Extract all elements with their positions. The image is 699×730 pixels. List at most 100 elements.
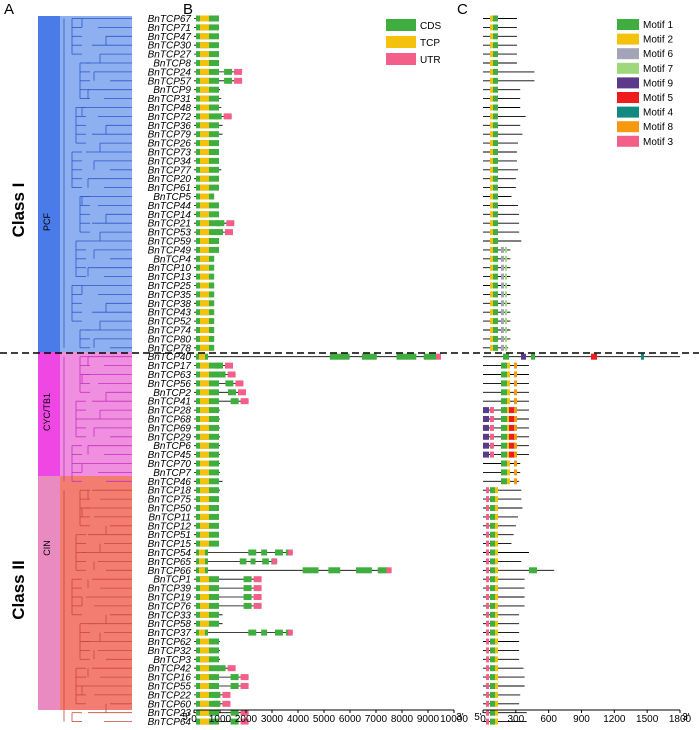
exon-utr xyxy=(238,389,246,396)
motif-block xyxy=(490,718,495,725)
motif-block xyxy=(490,113,493,120)
motif-block xyxy=(490,184,493,191)
motif-block xyxy=(495,665,498,672)
exon-cds xyxy=(225,380,234,387)
motif-block xyxy=(486,674,489,681)
gene-label: BnTCP25 xyxy=(148,281,192,292)
exon-cds xyxy=(302,567,319,574)
tcp-domain xyxy=(200,77,209,84)
motif-block xyxy=(493,166,498,173)
legend-utr-swatch xyxy=(386,53,416,65)
tcp-domain xyxy=(200,478,209,485)
gene-label: BnTCP33 xyxy=(148,610,192,621)
gene-labels: BnTCP67BnTCP71BnTCP47BnTCP30BnTCP27BnTCP… xyxy=(148,14,192,728)
tcp-domain xyxy=(200,309,209,316)
motif-block xyxy=(490,220,493,227)
motif-block xyxy=(490,505,495,511)
motif-block xyxy=(486,709,489,716)
structure-axis-tick-label: 7000 xyxy=(365,714,388,725)
motif-block xyxy=(493,193,498,200)
tcp-domain xyxy=(200,487,209,494)
motif-block xyxy=(514,362,517,369)
motif-block xyxy=(490,567,495,574)
motif-block xyxy=(505,282,507,289)
motif-block xyxy=(486,620,489,627)
motif-structures xyxy=(483,15,680,725)
motif-block xyxy=(493,300,498,307)
tcp-domain xyxy=(200,460,209,467)
motif-block xyxy=(501,442,507,449)
motif-block xyxy=(490,665,495,672)
motif-block xyxy=(490,264,493,271)
gene-label: BnTCP52 xyxy=(148,317,192,328)
motif-block xyxy=(493,95,498,102)
motif-block xyxy=(514,469,517,476)
motif-block xyxy=(505,300,507,307)
gene-label: BnTCP60 xyxy=(148,699,192,710)
tcp-domain xyxy=(200,416,209,422)
motif-legend-swatch xyxy=(617,135,639,147)
motif-block xyxy=(514,416,517,422)
gene-label: BnTCP4 xyxy=(153,254,191,265)
gene-label: BnTCP57 xyxy=(148,76,192,87)
motif-block xyxy=(493,15,498,22)
tcp-domain xyxy=(200,442,209,449)
motif-block xyxy=(495,691,498,698)
motif-block xyxy=(507,362,510,369)
exon-cds xyxy=(361,353,377,360)
motif-block xyxy=(531,353,535,360)
structure-axis-tick-label: 4000 xyxy=(287,714,310,725)
motif-block xyxy=(493,202,498,209)
gene-label: BnTCP22 xyxy=(148,690,192,701)
motif-block xyxy=(514,451,517,458)
legend-utr-label: UTR xyxy=(420,55,441,66)
exon-cds xyxy=(275,549,283,556)
motif-block xyxy=(490,496,495,503)
motif-block xyxy=(493,140,498,147)
motif-block xyxy=(514,371,517,378)
motif-block xyxy=(486,683,489,689)
motif-block xyxy=(486,549,489,556)
exon-utr xyxy=(386,567,392,574)
tcp-domain xyxy=(200,505,209,511)
motif-block xyxy=(493,157,498,164)
exon-utr xyxy=(253,594,262,600)
motif-block xyxy=(490,709,495,716)
tcp-domain xyxy=(200,327,209,333)
gene-label: BnTCP58 xyxy=(148,619,192,630)
gene-label: BnTCP51 xyxy=(148,530,191,541)
gene-label: BnTCP11 xyxy=(148,512,191,523)
gene-label: BnTCP28 xyxy=(148,406,192,417)
motif-block xyxy=(490,585,495,592)
motif-block xyxy=(501,451,507,458)
motif-block xyxy=(495,638,498,645)
motif-legend-label: Motif 4 xyxy=(643,108,673,119)
motif-block xyxy=(501,460,507,467)
gene-label: BnTCP34 xyxy=(148,156,192,167)
motif-block xyxy=(514,478,517,485)
motif-block xyxy=(490,51,493,58)
tcp-domain xyxy=(200,33,209,40)
tcp-domain xyxy=(200,149,209,155)
motif-block xyxy=(493,184,498,191)
tcp-domain xyxy=(200,229,209,236)
motif-block xyxy=(493,238,498,244)
tcp-domain xyxy=(200,674,209,681)
motif-block xyxy=(507,389,510,396)
tcp-domain xyxy=(200,140,209,147)
motif-block xyxy=(490,95,493,102)
motif-legend-label: Motif 1 xyxy=(643,20,673,31)
motif-block xyxy=(490,638,495,645)
tcp-domain xyxy=(199,629,205,636)
gene-label: BnTCP8 xyxy=(153,59,191,70)
motif-block xyxy=(505,335,507,342)
exon-cds xyxy=(212,700,221,707)
motif-block xyxy=(490,620,495,627)
tcp-domain xyxy=(200,273,209,280)
exon-cds xyxy=(216,220,225,227)
motif-block xyxy=(493,211,498,218)
gene-label: BnTCP10 xyxy=(148,263,192,274)
exon-cds xyxy=(328,567,341,574)
tcp-domain xyxy=(200,389,209,396)
motif-block xyxy=(507,380,510,387)
